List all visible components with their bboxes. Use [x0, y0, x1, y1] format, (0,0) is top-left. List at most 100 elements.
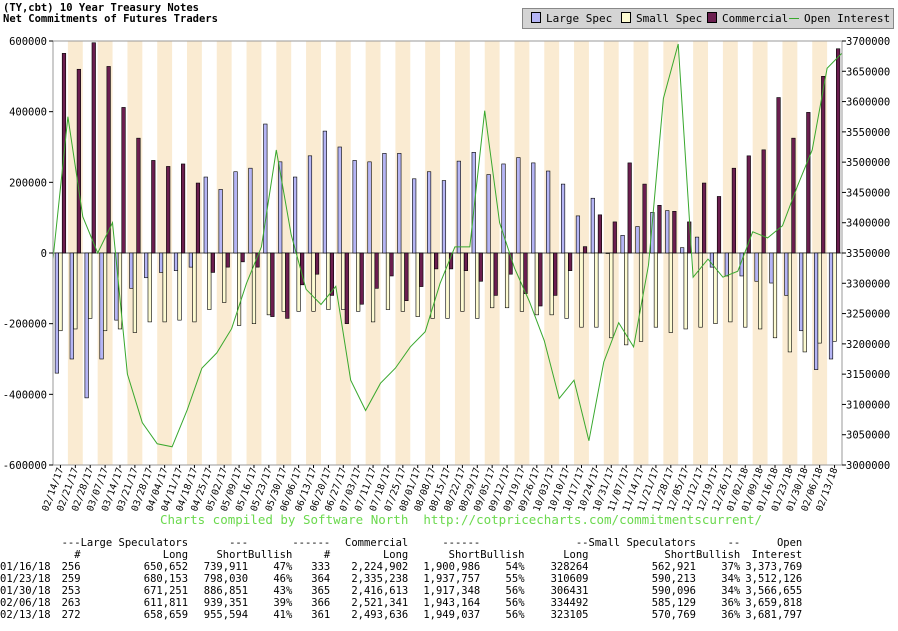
- table-cell: 739,911: [203, 561, 249, 573]
- table-cell: #: [323, 549, 331, 561]
- large-spec-bar: [173, 252, 179, 271]
- table-cell: Bullish: [480, 549, 525, 561]
- table-cell: --: [575, 537, 589, 549]
- commercial-bar: [568, 252, 573, 271]
- small-spec-bar: [117, 252, 123, 330]
- table-cell: 1,917,348: [423, 585, 481, 597]
- commercial-bar: [642, 183, 647, 254]
- table-cell: 47%: [273, 561, 293, 573]
- table-cell: Long: [563, 549, 589, 561]
- table-cell: Open: [776, 537, 803, 549]
- table-cell: 56%: [505, 585, 525, 597]
- table-cell: 1,949,037: [423, 609, 481, 621]
- table-cell: 56%: [505, 597, 525, 609]
- large-spec-bar: [620, 235, 625, 254]
- large-spec-bar: [635, 226, 640, 254]
- commercial-bar: [314, 252, 320, 275]
- large-spec-bar: [248, 167, 253, 254]
- table-cell: Short: [448, 549, 481, 561]
- commercial-bar: [806, 112, 811, 254]
- table-cell: 2,521,341: [351, 597, 409, 609]
- small-spec-bar: [132, 252, 137, 333]
- large-spec-bar: [352, 160, 357, 254]
- y-right-tick-label: 3450000: [846, 187, 890, 199]
- y-left-tick-label: -200000: [3, 319, 47, 331]
- large-spec-bar: [471, 152, 476, 254]
- commercial-bar: [389, 252, 394, 277]
- small-spec-bar: [802, 252, 807, 353]
- commercial-bar: [836, 48, 841, 254]
- chart-credit: Charts compiled by Software North http:/…: [160, 512, 763, 527]
- large-spec-bar: [531, 162, 536, 254]
- large-spec-bar: [203, 176, 208, 254]
- large-spec-bar: [680, 247, 685, 254]
- legend-small-spec: Small Spec: [621, 12, 702, 25]
- table-cell: Bullish: [695, 549, 741, 561]
- y-left-tick-label: -600000: [3, 460, 47, 472]
- legend-small-spec-label: Small Spec: [636, 12, 703, 25]
- table-cell: 54%: [505, 561, 525, 573]
- table-cell: 570,769: [651, 609, 696, 621]
- large-spec-bar: [724, 252, 729, 277]
- large-spec-bar: [278, 161, 283, 254]
- y-right-tick-label: 3350000: [846, 248, 890, 260]
- small-spec-bar: [787, 252, 792, 353]
- commercial-bar: [181, 163, 186, 254]
- small-spec-bar: [549, 252, 554, 316]
- table-cell: ---: [61, 537, 81, 549]
- table-cell: 680,153: [143, 573, 189, 585]
- large-spec-bar: [99, 252, 104, 360]
- table-cell: 2,335,238: [351, 573, 409, 585]
- small-spec-bar: [370, 252, 376, 323]
- small-spec-bar: [400, 252, 405, 312]
- large-spec-bar: [188, 252, 193, 268]
- y-right-tick-label: 3000000: [846, 460, 890, 472]
- commercial-bar: [538, 252, 543, 307]
- small-spec-bar: [594, 252, 599, 328]
- y-left-tick-label: 0: [41, 248, 47, 260]
- small-spec-bar: [88, 252, 93, 319]
- large-spec-bar: [694, 236, 700, 254]
- commercial-bar: [76, 68, 81, 254]
- commercial-bar: [434, 252, 439, 270]
- table-cell: 658,659: [143, 609, 189, 621]
- small-spec-bar: [534, 252, 539, 316]
- large-spec-bar: [828, 252, 834, 360]
- table-cell: 02/13/18: [0, 609, 51, 621]
- small-spec-bar: [311, 252, 316, 312]
- table-cell: 3,681,797: [745, 609, 803, 621]
- table-header-row: --- Large Speculators --- ------ Commercial -…: [0, 537, 803, 549]
- table-cell: ---: [229, 537, 249, 549]
- commercial-bar: [136, 137, 141, 254]
- y-left-tick-label: 600000: [9, 36, 47, 48]
- table-cell: 364: [311, 573, 331, 585]
- small-spec-bar: [103, 252, 108, 332]
- large-spec-bar: [84, 252, 89, 399]
- small-spec-bar: [460, 252, 465, 312]
- small-spec-bar: [728, 252, 733, 323]
- commercial-bar: [374, 252, 379, 289]
- large-spec-bar: [426, 171, 432, 254]
- commercial-bar: [672, 211, 677, 254]
- large-spec-bar: [263, 123, 268, 254]
- table-cell: [480, 537, 524, 549]
- commercial-bar: [419, 252, 424, 287]
- table-cell: 46%: [273, 573, 293, 585]
- open-interest-line: [52, 43, 843, 448]
- large-spec-bar: [293, 176, 298, 254]
- commercial-bar: [270, 252, 275, 317]
- commercial-bar: [478, 252, 483, 282]
- table-cell: 1,937,757: [423, 573, 481, 585]
- large-spec-bar: [456, 160, 461, 254]
- large-spec-bar: [218, 189, 223, 254]
- table-cell: 55%: [505, 573, 525, 585]
- table-cell: 2,493,636: [351, 609, 409, 621]
- table-cell: Large Speculators: [80, 537, 189, 549]
- large-spec-bar: [412, 178, 417, 254]
- commercial-bar: [359, 252, 364, 305]
- commercial-bar: [716, 196, 722, 254]
- large-spec-bar: [367, 161, 372, 254]
- small-spec-bar: [237, 252, 242, 326]
- commercial-bar: [151, 160, 156, 254]
